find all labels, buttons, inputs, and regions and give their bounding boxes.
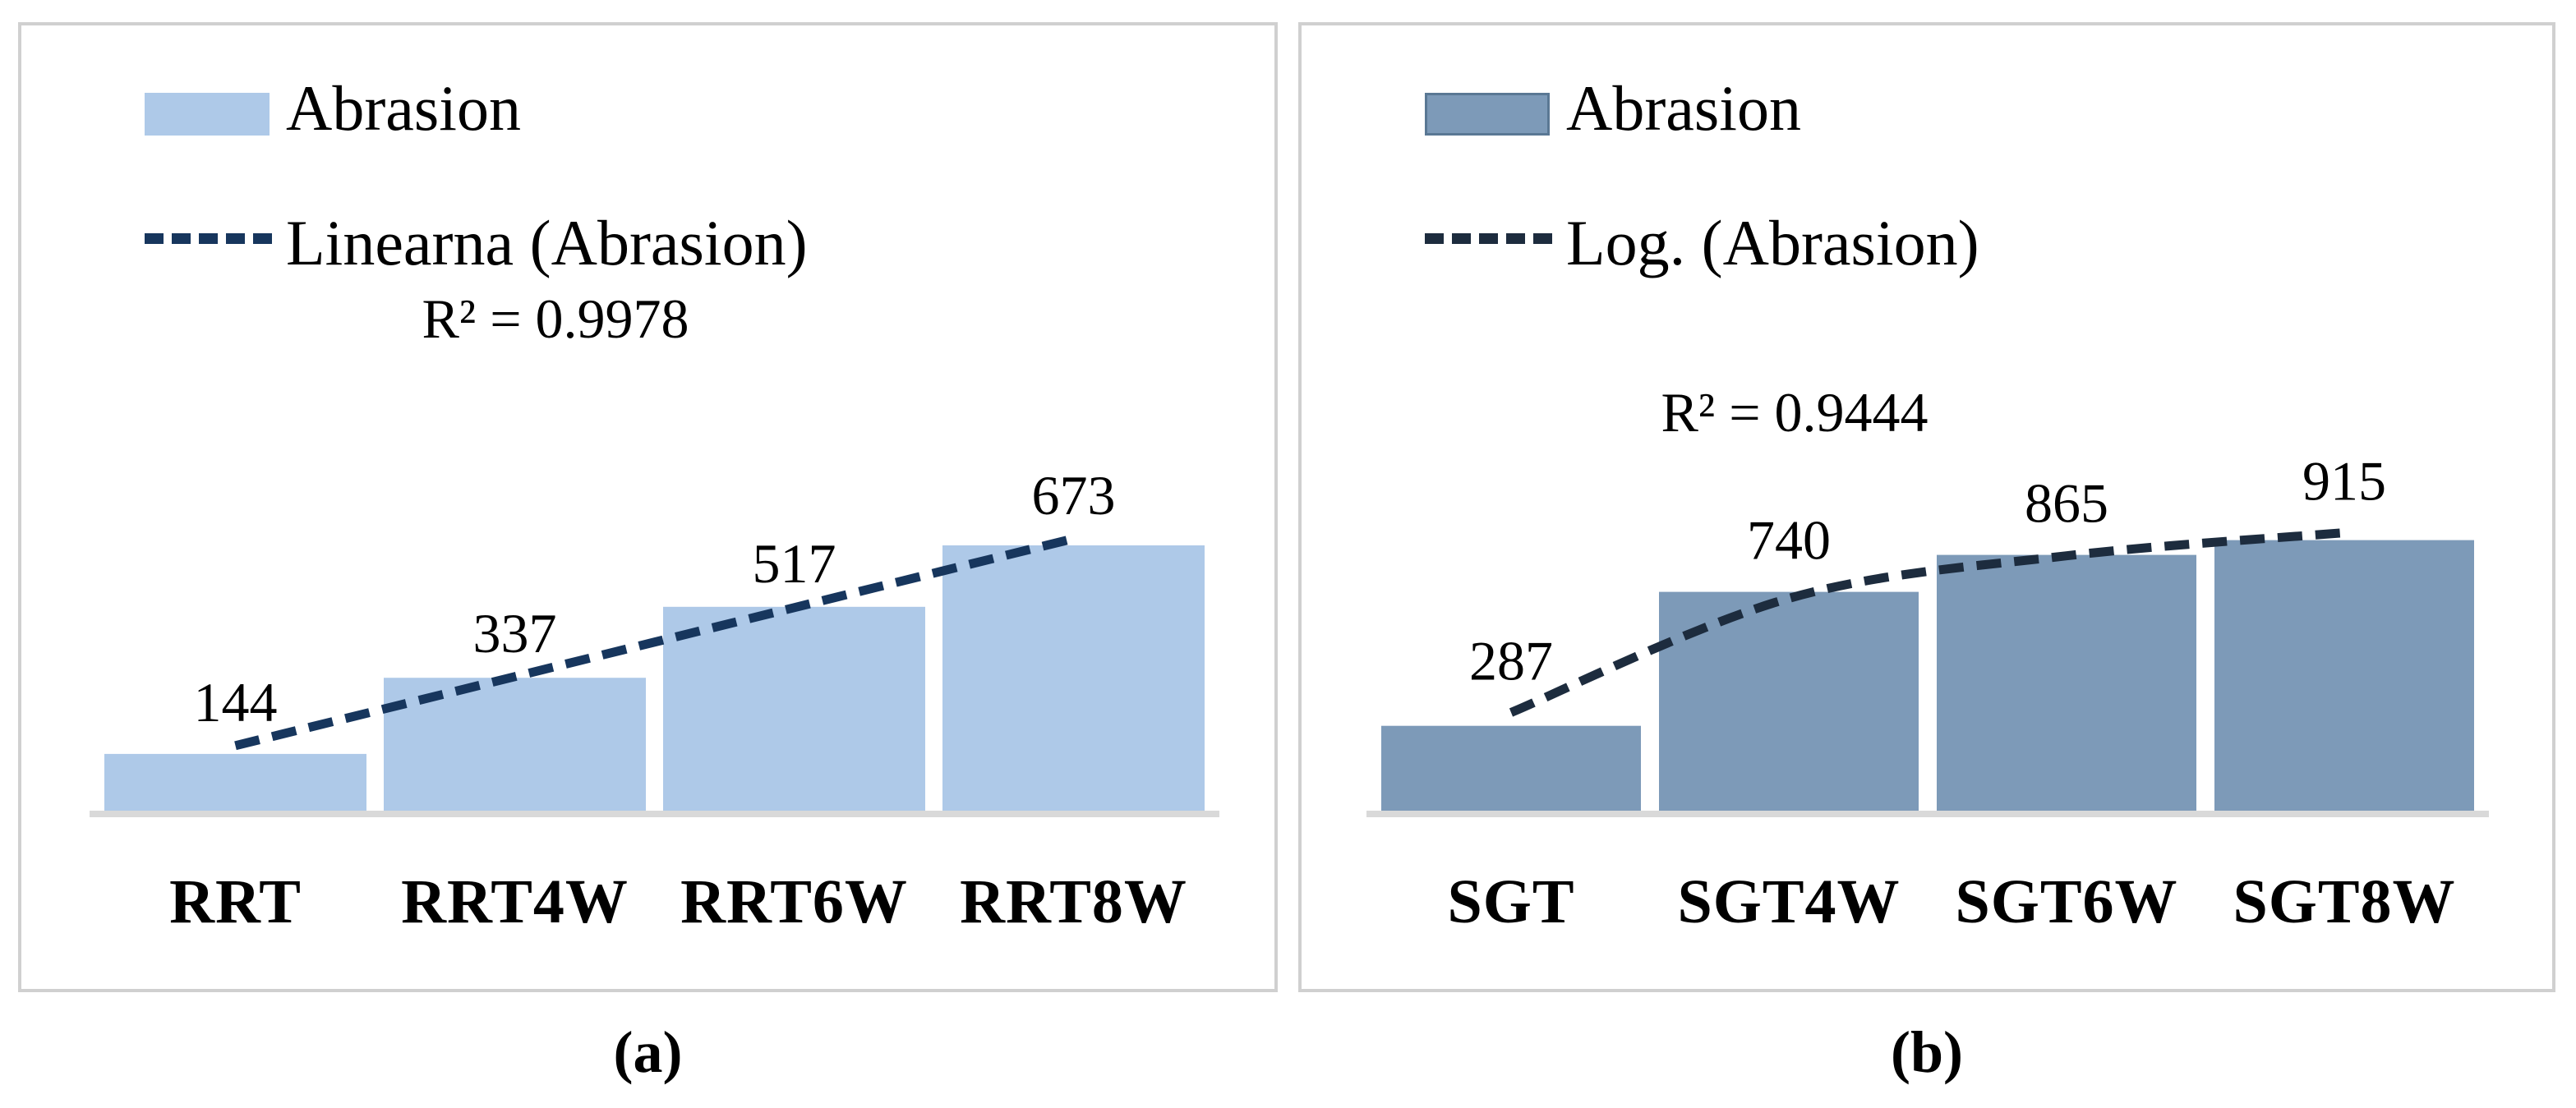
x-axis-category-label: SGT4W [1677, 867, 1900, 936]
chart-panel-b: Abrasion Log. (Abrasion) R² = 0.9444 287… [1298, 22, 2555, 992]
legend-trend-label: Linearna (Abrasion) [286, 207, 808, 278]
trendline-logarithmic [1509, 528, 2345, 717]
x-axis-line [1366, 811, 2489, 817]
x-axis-category-label: RRT6W [680, 867, 908, 936]
bar-value-label: 337 [473, 602, 557, 664]
bar-value-label: 740 [1747, 509, 1831, 572]
caption-b: (b) [1891, 1019, 1963, 1085]
legend-bar-label: Abrasion [286, 72, 521, 144]
legend-trend-label: Log. (Abrasion) [1566, 207, 1979, 278]
x-axis-category-label: RRT [169, 867, 302, 936]
bar-RRT8W [942, 545, 1205, 811]
legend-bar-label: Abrasion [1566, 72, 1801, 144]
x-axis-category-label: SGT6W [1955, 867, 2177, 936]
caption-a: (a) [613, 1019, 683, 1085]
chart-panel-a: Abrasion Linearna (Abrasion) R² = 0.9978… [18, 22, 1278, 992]
x-axis-category-label: RRT8W [960, 867, 1187, 936]
bar-chart-a: 144 337 517 673 RRT RRT4W RRT6W RRT8W [90, 464, 1219, 936]
x-axis-category-label: SGT8W [2233, 867, 2455, 936]
r-squared-label: R² = 0.9444 [1661, 381, 1929, 444]
legend-bar-swatch [1425, 93, 1550, 136]
x-axis-category-label: SGT [1447, 867, 1574, 936]
bar-SGT4W [1659, 591, 1919, 811]
bar-SGT8W [2214, 540, 2474, 811]
bar-value-label: 144 [194, 671, 278, 733]
bar-RRT [104, 753, 366, 811]
bar-value-label: 915 [2302, 450, 2386, 513]
bar-value-label: 287 [1469, 630, 1553, 692]
legend-bar-swatch [145, 93, 270, 136]
x-axis-category-label: RRT4W [401, 867, 629, 936]
bar-RRT6W [663, 606, 925, 811]
trendline-linear [234, 534, 1075, 751]
legend-trendline-sample [145, 233, 273, 244]
bar-value-label: 673 [1032, 464, 1116, 526]
legend-trendline-sample [1425, 233, 1553, 244]
r-squared-label: R² = 0.9978 [422, 287, 689, 350]
bar-value-label: 865 [2025, 472, 2108, 535]
x-axis-line [90, 811, 1219, 817]
bar-SGT6W [1937, 554, 2196, 811]
bar-value-label: 517 [753, 532, 836, 595]
bar-chart-b: 287 740 865 915 SGT SGT4W SGT6W SGT8W [1366, 450, 2489, 936]
bar-SGT [1381, 725, 1641, 811]
